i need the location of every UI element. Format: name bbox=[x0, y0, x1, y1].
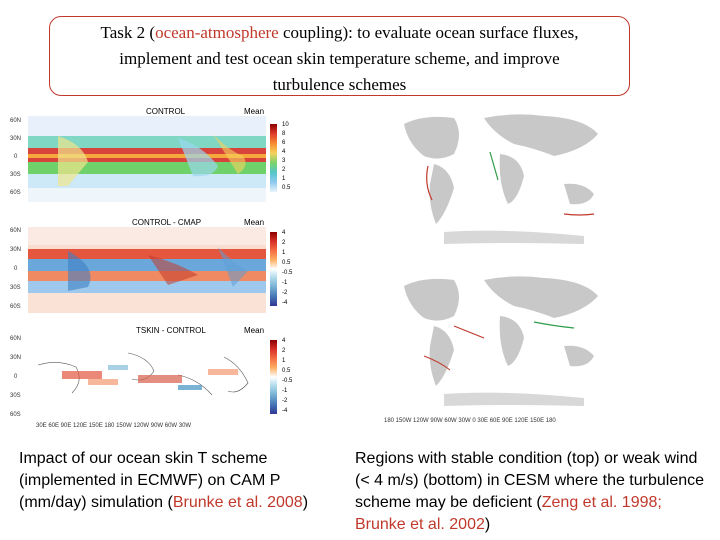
panel1-label: CONTROL bbox=[146, 107, 186, 116]
stable-condition-map bbox=[384, 104, 612, 254]
panel1-colorbar bbox=[270, 124, 277, 192]
panel2-mean: Mean bbox=[244, 218, 265, 227]
panel3-colorbar bbox=[270, 340, 277, 414]
title-line2: implement and test ocean skin temperatur… bbox=[119, 49, 560, 68]
right-caption: Regions with stable condition (top) or w… bbox=[355, 450, 705, 533]
title-highlight: ocean-atmosphere bbox=[155, 23, 279, 42]
right-lon-labels: 180 150W 120W 90W 60W 30W 0 30E 60E 90E … bbox=[384, 418, 556, 424]
left-caption: Impact of our ocean skin T scheme (imple… bbox=[19, 450, 309, 511]
precip-bias-map bbox=[28, 227, 266, 313]
right-figure: 180 150W 120W 90W 60W 30W 0 30E 60E 90E … bbox=[370, 104, 620, 430]
panel2-label: CONTROL - CMAP bbox=[132, 218, 202, 227]
tskin-diff-map bbox=[28, 335, 266, 421]
title-prefix: Task 2 ( bbox=[100, 23, 156, 42]
precip-control-map bbox=[28, 116, 266, 202]
title-line3: turbulence schemes bbox=[272, 75, 407, 94]
left-lon-labels: 30E 60E 90E 120E 150E 180 150W 120W 90W … bbox=[36, 423, 192, 429]
weak-wind-map bbox=[384, 266, 612, 418]
panel3-mean: Mean bbox=[244, 326, 265, 335]
title-line1: Task 2 (ocean-atmosphere coupling): to e… bbox=[50, 20, 629, 46]
panel2-colorbar bbox=[270, 232, 277, 306]
title-suffix: coupling): to evaluate ocean surface flu… bbox=[278, 23, 579, 42]
title-box: Task 2 (ocean-atmosphere coupling): to e… bbox=[49, 16, 630, 96]
left-caption-ref: Brunke et al. 2008 bbox=[172, 494, 303, 511]
panel3-label: TSKIN - CONTROL bbox=[136, 326, 206, 335]
right-caption-ref: Zeng et al. 1998; Brunke et al. 2002 bbox=[355, 494, 662, 533]
left-figure: CONTROL Mean 10 8 6 4 3 2 1 0.5 60N 30N … bbox=[10, 107, 293, 429]
panel1-mean: Mean bbox=[244, 107, 265, 116]
